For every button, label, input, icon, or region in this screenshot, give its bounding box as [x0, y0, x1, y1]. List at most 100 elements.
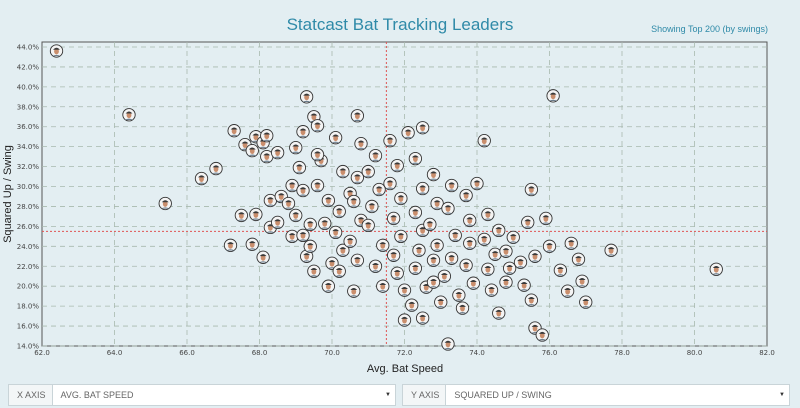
player-headshot-marker[interactable] [347, 194, 361, 209]
player-headshot-marker[interactable] [502, 261, 517, 275]
player-headshot-marker[interactable] [260, 129, 274, 143]
player-headshot-marker[interactable] [546, 89, 560, 103]
player-headshot-marker[interactable] [227, 124, 241, 138]
player-headshot-marker[interactable] [477, 134, 491, 148]
player-headshot-marker[interactable] [415, 311, 430, 325]
player-headshot-marker[interactable] [289, 141, 303, 155]
player-headshot-marker[interactable] [401, 126, 415, 140]
player-headshot-marker[interactable] [499, 275, 513, 289]
player-headshot-marker[interactable] [376, 238, 390, 252]
player-headshot-marker[interactable] [484, 283, 499, 297]
player-headshot-marker[interactable] [492, 223, 506, 238]
player-headshot-marker[interactable] [434, 295, 448, 309]
player-headshot-marker[interactable] [386, 248, 401, 262]
data-points[interactable] [49, 44, 723, 351]
player-headshot-marker[interactable] [249, 207, 263, 222]
x-axis-select[interactable]: X AXIS AVG. BAT SPEED ▼ [8, 384, 396, 406]
player-headshot-marker[interactable] [492, 306, 506, 320]
player-headshot-marker[interactable] [575, 274, 589, 288]
player-headshot-marker[interactable] [376, 279, 390, 293]
player-headshot-marker[interactable] [234, 208, 249, 223]
player-headshot-marker[interactable] [455, 301, 470, 315]
player-headshot-marker[interactable] [299, 90, 314, 104]
player-headshot-marker[interactable] [397, 313, 412, 327]
player-headshot-marker[interactable] [564, 236, 578, 250]
player-headshot-marker[interactable] [361, 218, 375, 233]
player-headshot-marker[interactable] [328, 225, 343, 240]
player-headshot-marker[interactable] [281, 196, 296, 211]
player-headshot-marker[interactable] [347, 284, 361, 298]
player-headshot-marker[interactable] [405, 298, 419, 312]
player-headshot-marker[interactable] [122, 108, 136, 122]
player-headshot-marker[interactable] [296, 183, 310, 198]
player-headshot-marker[interactable] [296, 228, 310, 243]
player-headshot-marker[interactable] [310, 119, 325, 133]
player-headshot-marker[interactable] [415, 181, 430, 196]
player-headshot-marker[interactable] [430, 196, 444, 211]
player-headshot-marker[interactable] [310, 178, 325, 193]
player-headshot-marker[interactable] [477, 232, 491, 247]
player-headshot-marker[interactable] [444, 178, 459, 193]
player-headshot-marker[interactable] [303, 239, 317, 253]
player-headshot-marker[interactable] [426, 275, 441, 289]
player-headshot-marker[interactable] [361, 164, 375, 179]
player-headshot-marker[interactable] [459, 188, 473, 203]
player-headshot-marker[interactable] [542, 239, 557, 253]
player-headshot-marker[interactable] [350, 170, 365, 185]
player-headshot-marker[interactable] [336, 164, 350, 179]
player-headshot-marker[interactable] [299, 249, 314, 263]
player-headshot-marker[interactable] [709, 262, 723, 276]
player-headshot-marker[interactable] [245, 143, 259, 158]
player-headshot-marker[interactable] [444, 251, 459, 265]
chevron-down-icon[interactable]: ▼ [385, 392, 391, 398]
player-headshot-marker[interactable] [560, 284, 575, 298]
player-headshot-marker[interactable] [448, 228, 462, 243]
player-headshot-marker[interactable] [368, 259, 383, 273]
player-headshot-marker[interactable] [463, 236, 477, 250]
player-headshot-marker[interactable] [260, 149, 274, 164]
player-headshot-marker[interactable] [285, 229, 299, 244]
player-headshot-marker[interactable] [412, 243, 426, 257]
player-headshot-marker[interactable] [441, 337, 455, 351]
player-headshot-marker[interactable] [441, 201, 455, 216]
player-headshot-marker[interactable] [535, 328, 549, 342]
player-headshot-marker[interactable] [408, 205, 423, 220]
player-headshot-marker[interactable] [321, 193, 336, 208]
player-headshot-marker[interactable] [397, 283, 412, 297]
player-headshot-marker[interactable] [488, 247, 502, 261]
player-headshot-marker[interactable] [481, 207, 495, 222]
player-headshot-marker[interactable] [390, 158, 404, 173]
player-headshot-marker[interactable] [459, 258, 473, 272]
player-headshot-marker[interactable] [332, 204, 346, 219]
player-headshot-marker[interactable] [354, 137, 368, 151]
player-headshot-marker[interactable] [256, 250, 270, 264]
player-headshot-marker[interactable] [524, 182, 539, 197]
player-headshot-marker[interactable] [158, 196, 172, 211]
player-headshot-marker[interactable] [437, 269, 452, 283]
player-headshot-marker[interactable] [481, 262, 495, 276]
player-headshot-marker[interactable] [383, 134, 397, 148]
player-headshot-marker[interactable] [423, 217, 437, 232]
player-headshot-marker[interactable] [470, 176, 484, 191]
player-headshot-marker[interactable] [513, 255, 528, 269]
player-headshot-marker[interactable] [332, 264, 346, 278]
player-headshot-marker[interactable] [524, 293, 539, 307]
player-headshot-marker[interactable] [528, 249, 542, 263]
player-headshot-marker[interactable] [285, 178, 299, 193]
player-headshot-marker[interactable] [426, 253, 441, 267]
player-headshot-marker[interactable] [372, 182, 386, 197]
player-headshot-marker[interactable] [571, 252, 586, 266]
player-headshot-marker[interactable] [604, 243, 618, 257]
y-axis-select[interactable]: Y AXIS SQUARED UP / SWING ▼ [402, 384, 790, 406]
player-headshot-marker[interactable] [394, 229, 408, 244]
player-headshot-marker[interactable] [209, 161, 223, 176]
player-headshot-marker[interactable] [463, 213, 477, 228]
player-headshot-marker[interactable] [310, 147, 325, 162]
player-headshot-marker[interactable] [350, 109, 365, 123]
player-headshot-marker[interactable] [296, 125, 310, 139]
player-headshot-marker[interactable] [368, 148, 383, 163]
player-headshot-marker[interactable] [194, 171, 209, 186]
player-headshot-marker[interactable] [383, 176, 397, 191]
player-headshot-marker[interactable] [506, 230, 520, 245]
player-headshot-marker[interactable] [292, 160, 307, 175]
